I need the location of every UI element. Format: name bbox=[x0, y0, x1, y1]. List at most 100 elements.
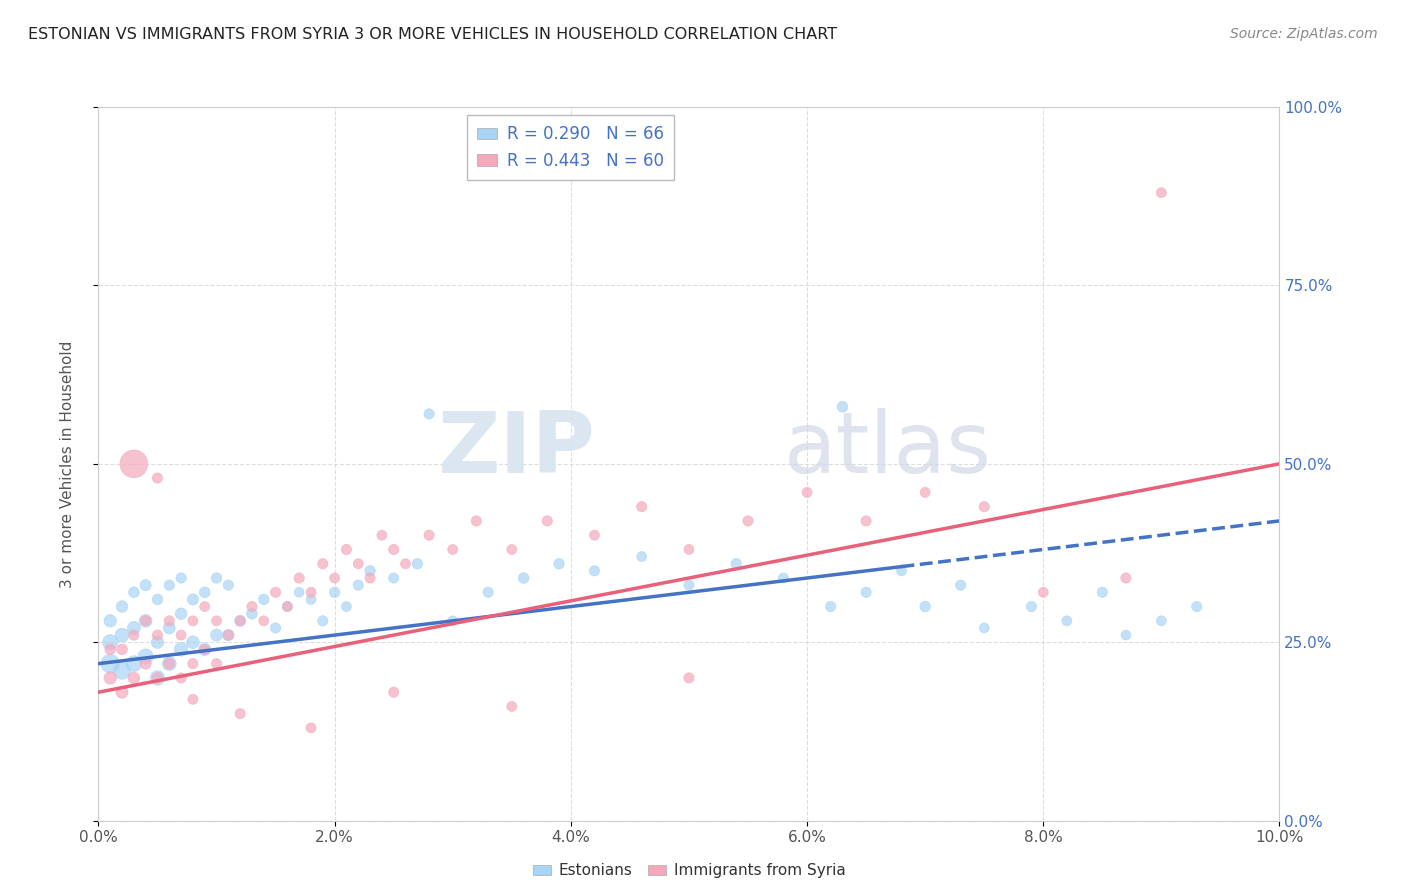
Point bbox=[98, 642, 121, 657]
Point bbox=[371, 528, 394, 542]
Point bbox=[288, 585, 311, 599]
Point bbox=[382, 571, 405, 585]
Point bbox=[240, 599, 263, 614]
Point bbox=[796, 485, 818, 500]
Point bbox=[359, 564, 381, 578]
Point bbox=[890, 564, 912, 578]
Point bbox=[914, 599, 936, 614]
Point bbox=[323, 571, 346, 585]
Point bbox=[135, 657, 157, 671]
Point bbox=[111, 664, 134, 678]
Point bbox=[678, 671, 700, 685]
Point bbox=[146, 628, 169, 642]
Point bbox=[312, 557, 335, 571]
Point bbox=[323, 585, 346, 599]
Point bbox=[98, 635, 121, 649]
Point bbox=[335, 542, 357, 557]
Point bbox=[146, 592, 169, 607]
Point bbox=[1115, 628, 1137, 642]
Point bbox=[157, 621, 180, 635]
Point bbox=[1091, 585, 1114, 599]
Text: Source: ZipAtlas.com: Source: ZipAtlas.com bbox=[1230, 27, 1378, 41]
Point bbox=[347, 578, 370, 592]
Point bbox=[406, 557, 429, 571]
Point bbox=[146, 671, 169, 685]
Point bbox=[347, 557, 370, 571]
Point bbox=[312, 614, 335, 628]
Point bbox=[1150, 614, 1173, 628]
Point bbox=[1032, 585, 1054, 599]
Point bbox=[276, 599, 298, 614]
Point bbox=[135, 614, 157, 628]
Point bbox=[229, 614, 252, 628]
Point bbox=[678, 542, 700, 557]
Point bbox=[98, 657, 121, 671]
Point bbox=[229, 614, 252, 628]
Point bbox=[181, 614, 204, 628]
Point bbox=[205, 571, 228, 585]
Point bbox=[253, 614, 276, 628]
Point bbox=[111, 642, 134, 657]
Point bbox=[548, 557, 571, 571]
Point bbox=[217, 628, 239, 642]
Point bbox=[536, 514, 558, 528]
Point bbox=[820, 599, 842, 614]
Point bbox=[122, 671, 145, 685]
Point bbox=[772, 571, 794, 585]
Point bbox=[146, 635, 169, 649]
Point bbox=[122, 621, 145, 635]
Point bbox=[630, 500, 652, 514]
Point bbox=[264, 621, 287, 635]
Point bbox=[122, 628, 145, 642]
Point bbox=[725, 557, 748, 571]
Point bbox=[253, 592, 276, 607]
Point bbox=[299, 585, 322, 599]
Point bbox=[157, 578, 180, 592]
Point bbox=[205, 614, 228, 628]
Point bbox=[855, 585, 877, 599]
Point bbox=[181, 692, 204, 706]
Point bbox=[737, 514, 759, 528]
Point bbox=[418, 528, 440, 542]
Point bbox=[583, 564, 606, 578]
Point bbox=[583, 528, 606, 542]
Point bbox=[98, 614, 121, 628]
Point bbox=[157, 657, 180, 671]
Point bbox=[973, 621, 995, 635]
Point bbox=[1185, 599, 1208, 614]
Point bbox=[973, 500, 995, 514]
Point bbox=[135, 578, 157, 592]
Point bbox=[855, 514, 877, 528]
Legend: Estonians, Immigrants from Syria: Estonians, Immigrants from Syria bbox=[526, 857, 852, 884]
Point bbox=[359, 571, 381, 585]
Y-axis label: 3 or more Vehicles in Household: 3 or more Vehicles in Household bbox=[60, 340, 75, 588]
Point bbox=[335, 599, 357, 614]
Point bbox=[288, 571, 311, 585]
Text: atlas: atlas bbox=[783, 408, 991, 491]
Point bbox=[441, 542, 464, 557]
Point bbox=[170, 642, 193, 657]
Point bbox=[122, 657, 145, 671]
Point bbox=[630, 549, 652, 564]
Point bbox=[914, 485, 936, 500]
Point bbox=[146, 671, 169, 685]
Point bbox=[135, 649, 157, 664]
Point bbox=[382, 685, 405, 699]
Point bbox=[276, 599, 298, 614]
Point bbox=[157, 614, 180, 628]
Point bbox=[181, 592, 204, 607]
Point bbox=[170, 571, 193, 585]
Point bbox=[181, 657, 204, 671]
Point bbox=[146, 471, 169, 485]
Point bbox=[205, 628, 228, 642]
Point bbox=[170, 607, 193, 621]
Point bbox=[1115, 571, 1137, 585]
Point bbox=[1150, 186, 1173, 200]
Text: ZIP: ZIP bbox=[437, 408, 595, 491]
Point bbox=[194, 599, 217, 614]
Point bbox=[512, 571, 534, 585]
Point bbox=[1021, 599, 1043, 614]
Point bbox=[240, 607, 263, 621]
Point bbox=[394, 557, 416, 571]
Text: ESTONIAN VS IMMIGRANTS FROM SYRIA 3 OR MORE VEHICLES IN HOUSEHOLD CORRELATION CH: ESTONIAN VS IMMIGRANTS FROM SYRIA 3 OR M… bbox=[28, 27, 837, 42]
